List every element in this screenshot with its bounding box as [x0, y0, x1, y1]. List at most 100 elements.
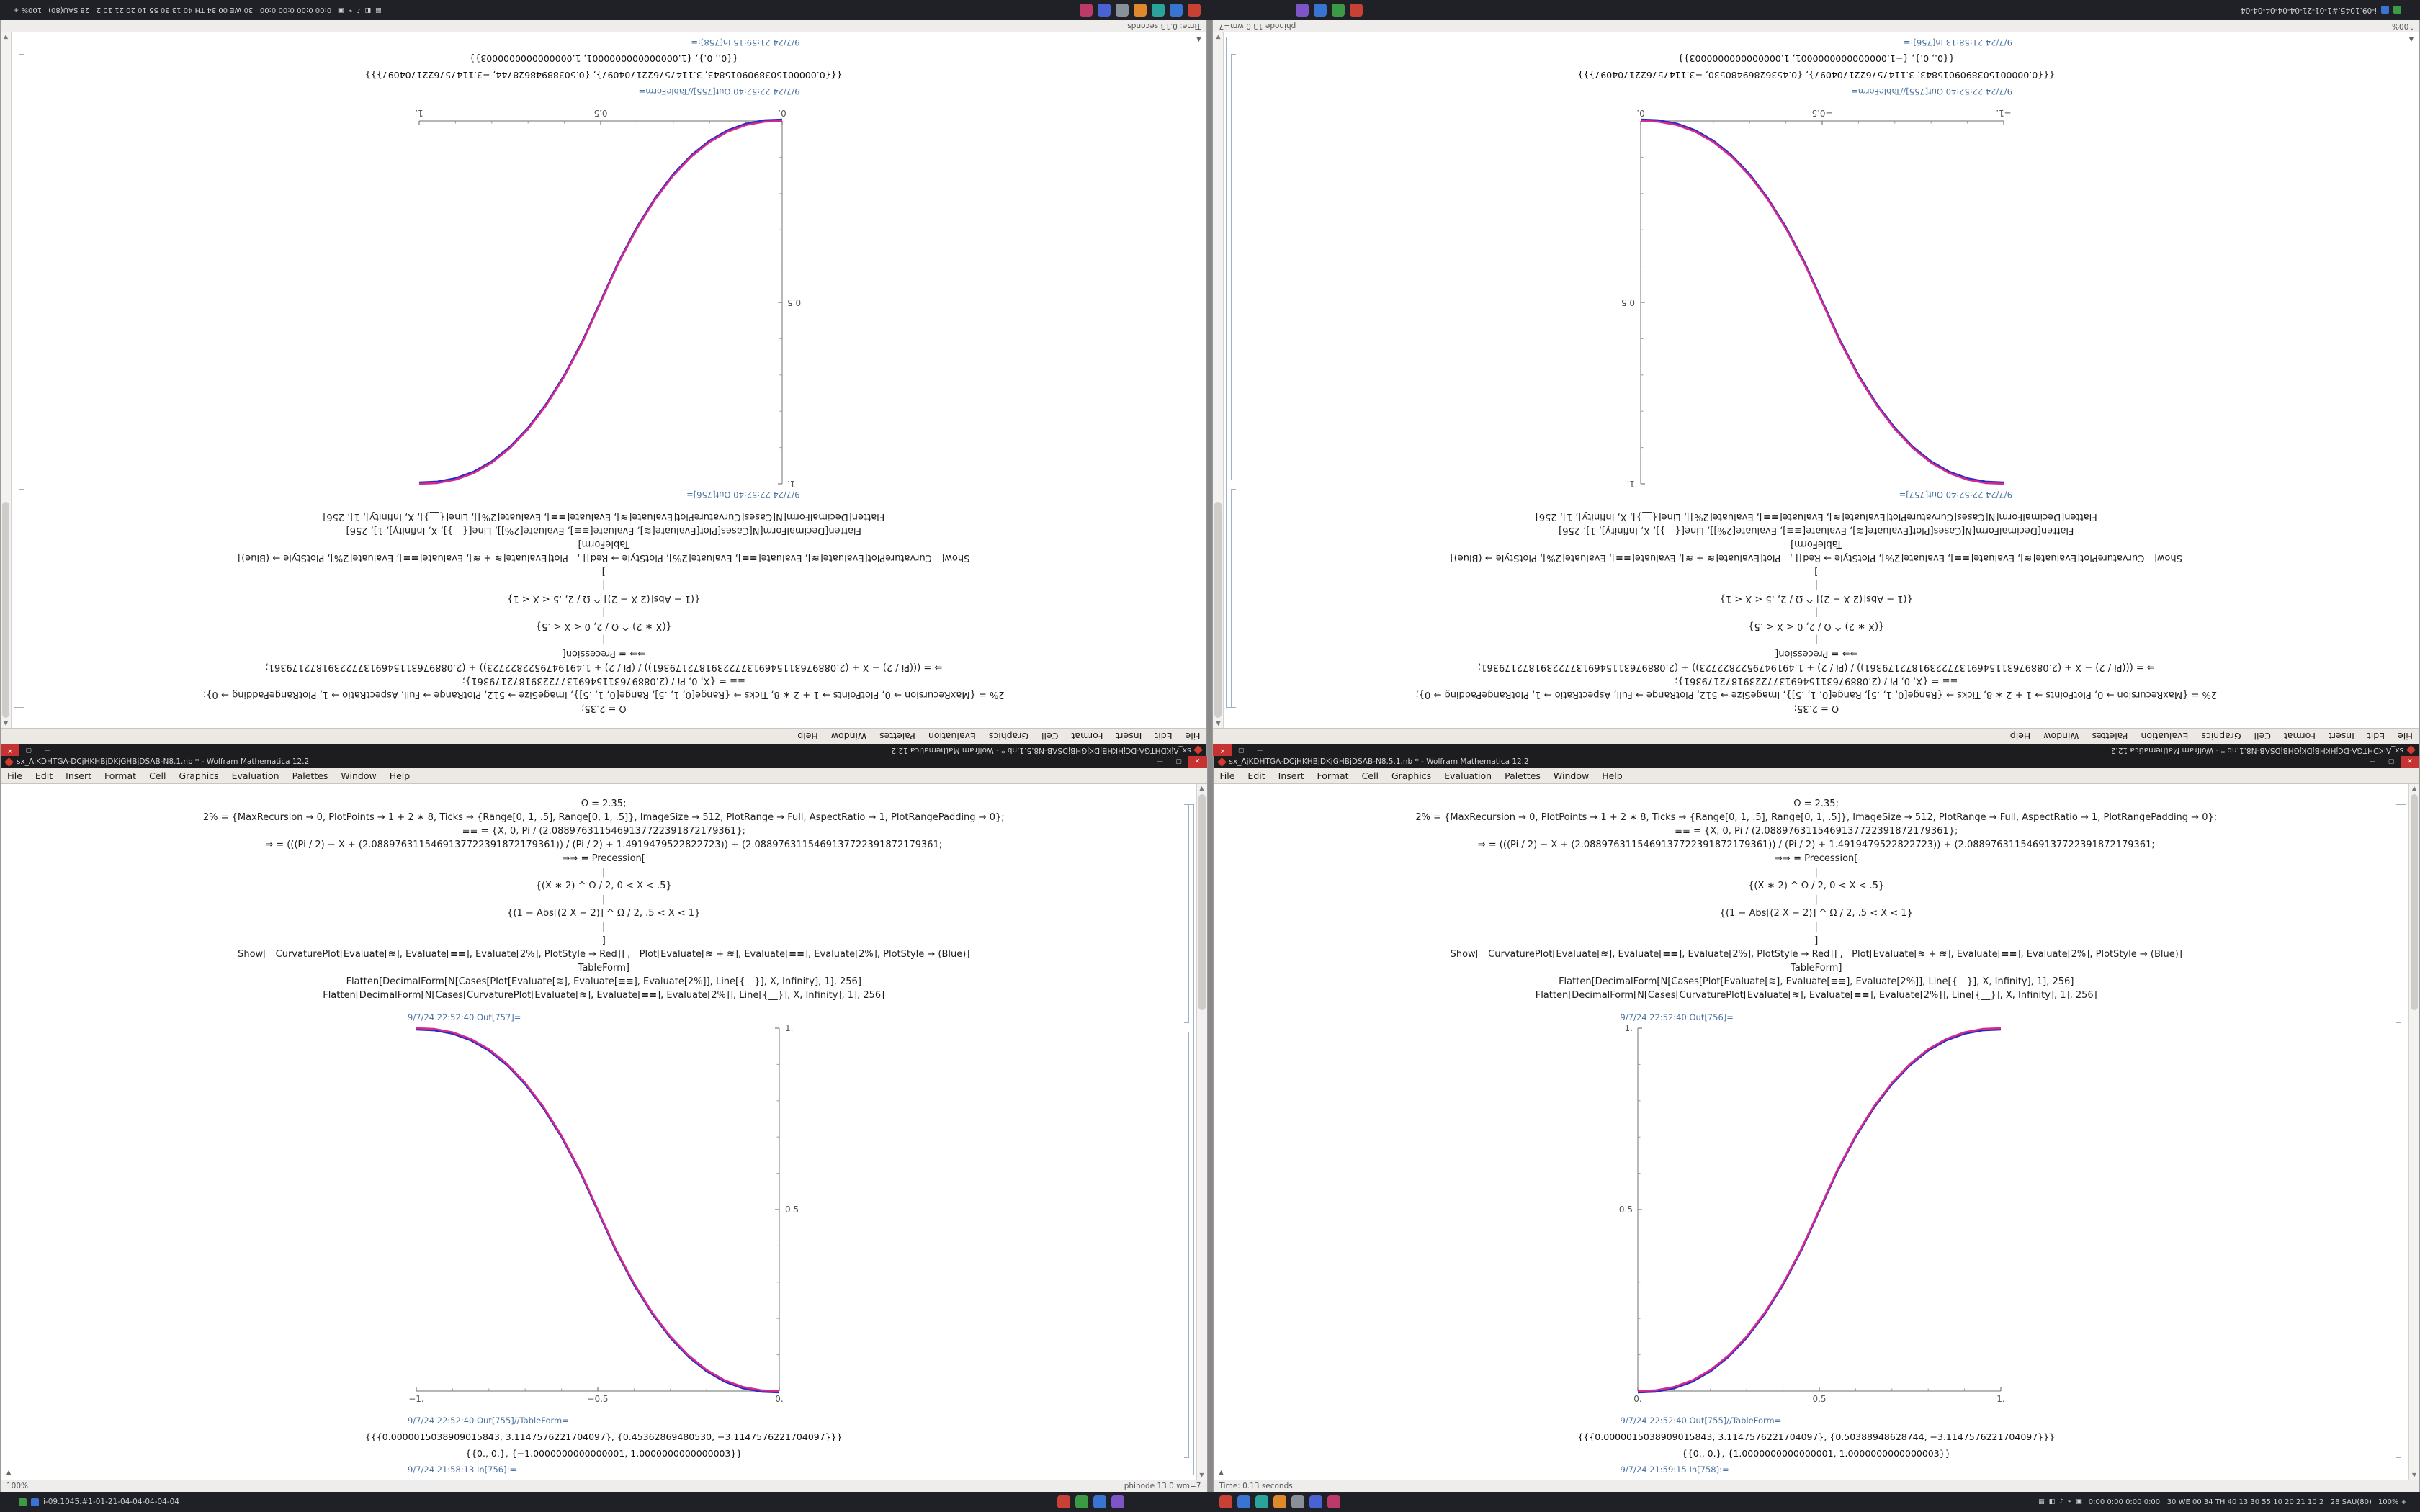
app-icon[interactable]	[1080, 4, 1093, 17]
app-icon[interactable]	[1170, 4, 1183, 17]
menu-item[interactable]: Format	[1317, 770, 1349, 781]
code-line[interactable]: ⇒⇒ = Precession[	[1775, 853, 1858, 864]
code-line[interactable]: ⇒ = (((Pi / 2) − X + (2.0889763115469137…	[265, 662, 943, 672]
code-line[interactable]: |	[602, 867, 606, 878]
code-line[interactable]: Flatten[DecimalForm[N[Cases[Plot[Evaluat…	[1559, 976, 2074, 987]
cell-bracket-group[interactable]	[14, 37, 19, 708]
vertical-scrollbar[interactable]: ▲ ▼	[1196, 784, 1207, 1480]
menu-item[interactable]: Window	[1553, 770, 1590, 781]
tray-icon[interactable]: ▦	[375, 6, 382, 14]
code-line[interactable]: Ω = 2.35;	[1793, 703, 1839, 714]
menu-item[interactable]: Format	[2283, 731, 2316, 742]
cell-bracket-input[interactable]	[19, 489, 24, 708]
menu-item[interactable]: Evaluation	[231, 770, 279, 781]
code-line[interactable]: Flatten[DecimalForm[N[Cases[CurvaturePlo…	[1535, 990, 2097, 1001]
code-line[interactable]: ⇒⇒ = Precession[	[562, 853, 645, 864]
minimize-button[interactable]: —	[2369, 758, 2376, 765]
tray-icon[interactable]: ▣	[338, 6, 344, 14]
menu-item[interactable]: Cell	[1041, 731, 1059, 742]
code-line[interactable]: |	[1814, 867, 1818, 878]
input-cell[interactable]: Ω = 2.35; 2% = {MaxRecursion → 0, PlotPoi…	[1, 510, 1207, 715]
code-line[interactable]: ≡≡ = {X, 0, Pi / (2.08897631154691377223…	[462, 826, 745, 837]
code-line[interactable]: Show[ CurvaturePlot[Evaluate[≋], Evaluat…	[1450, 552, 2182, 563]
code-line[interactable]: {(1 − Abs[(2 X − 2)] ^ Ω / 2, .5 < X < 1…	[1719, 593, 1913, 604]
code-line[interactable]: ]	[1814, 935, 1819, 946]
input-cell[interactable]: Ω = 2.35; 2% = {MaxRecursion → 0, PlotPoi…	[1214, 797, 2420, 1002]
app-icon[interactable]	[1314, 4, 1327, 17]
tray-icon[interactable]: ♪	[357, 6, 361, 14]
menu-item[interactable]: Palettes	[879, 731, 915, 742]
window-titlebar[interactable]: sx_AjKDHTGA-DCjHKHBjDKjGHBjDSAB-N8.1.nb …	[1213, 744, 2419, 756]
menu-item[interactable]: Cell	[1361, 770, 1379, 781]
menu-item[interactable]: Help	[1602, 770, 1623, 781]
code-line[interactable]: 2% = {MaxRecursion → 0, PlotPoints → 1 +…	[1415, 812, 2218, 823]
menu-item[interactable]: Cell	[2254, 731, 2271, 742]
scroll-down-arrow[interactable]: ▼	[2411, 1472, 2417, 1478]
menu-item[interactable]: Edit	[2367, 731, 2385, 742]
code-line[interactable]: ⇒ = (((Pi / 2) − X + (2.0889763115469137…	[265, 840, 943, 850]
tray-icon[interactable]: ♪	[2059, 1498, 2063, 1506]
scroll-up-arrow[interactable]: ▲	[2411, 785, 2417, 791]
app-icon[interactable]	[1111, 1495, 1124, 1508]
menu-item[interactable]: Palettes	[1505, 770, 1541, 781]
menu-item[interactable]: Evaluation	[1444, 770, 1492, 781]
code-line[interactable]: |	[1814, 634, 1818, 645]
code-line[interactable]: ]	[1814, 566, 1819, 577]
menu-item[interactable]: Graphics	[2201, 731, 2241, 742]
app-icon[interactable]	[1152, 4, 1165, 17]
menu-item[interactable]: Help	[2009, 731, 2031, 742]
code-line[interactable]: Ω = 2.35;	[1793, 798, 1839, 809]
vertical-scrollbar[interactable]: ▲ ▼	[2408, 784, 2419, 1480]
code-line[interactable]: ⇒ = (((Pi / 2) − X + (2.0889763115469137…	[1477, 662, 2155, 672]
scrollbar-thumb[interactable]	[1214, 502, 1222, 718]
code-line[interactable]: Flatten[DecimalForm[N[Cases[CurvaturePlo…	[323, 990, 885, 1001]
menu-item[interactable]: Window	[830, 731, 867, 742]
menu-item[interactable]: File	[7, 770, 22, 781]
cell-bracket-output[interactable]	[1231, 54, 1237, 480]
app-icon[interactable]	[1255, 1495, 1268, 1508]
code-line[interactable]: Flatten[DecimalForm[N[Cases[Plot[Evaluat…	[1559, 525, 2074, 536]
tray-icon[interactable]: ⌁	[348, 6, 353, 14]
code-line[interactable]: TableForm]	[578, 963, 629, 973]
magnification-control[interactable]: 100%	[2391, 22, 2414, 30]
menu-item[interactable]: Cell	[149, 770, 166, 781]
menu-item[interactable]: File	[1185, 731, 1201, 742]
minimize-button[interactable]: —	[1257, 747, 1263, 754]
app-icon[interactable]	[1098, 4, 1111, 17]
code-line[interactable]: Flatten[DecimalForm[N[Cases[Plot[Evaluat…	[346, 976, 861, 987]
app-icon[interactable]	[1219, 1495, 1232, 1508]
code-line[interactable]: Flatten[DecimalForm[N[Cases[CurvaturePlo…	[1535, 511, 2097, 522]
code-line[interactable]: |	[1814, 894, 1818, 905]
menu-item[interactable]: Graphics	[1391, 770, 1432, 781]
app-icon[interactable]	[1116, 4, 1129, 17]
menu-item[interactable]: Help	[389, 770, 411, 781]
code-line[interactable]: Flatten[DecimalForm[N[Cases[Plot[Evaluat…	[346, 525, 861, 536]
menu-item[interactable]: Evaluation	[928, 731, 976, 742]
code-line[interactable]: {(1 − Abs[(2 X − 2)] ^ Ω / 2, .5 < X < 1…	[507, 908, 701, 919]
menu-item[interactable]: File	[2398, 731, 2413, 742]
cell-bracket-output[interactable]	[1183, 1032, 1189, 1458]
maximize-button[interactable]: ▢	[25, 747, 32, 754]
app-icon[interactable]	[1309, 1495, 1322, 1508]
scroll-up-arrow[interactable]: ▲	[1199, 785, 1204, 791]
tray-icon[interactable]: ▣	[2076, 1498, 2082, 1506]
code-line[interactable]: |	[602, 922, 606, 932]
code-line[interactable]: {(X ∗ 2) ^ Ω / 2, 0 < X < .5}	[535, 621, 672, 631]
menu-item[interactable]: Palettes	[2092, 731, 2128, 742]
menu-item[interactable]: Insert	[1278, 770, 1304, 781]
code-line[interactable]: TableForm]	[578, 539, 629, 549]
menu-item[interactable]: Insert	[2329, 731, 2354, 742]
code-line[interactable]: |	[602, 634, 606, 645]
tray-clock-text[interactable]: 0:00 0:00 0:00 0:00 30 WE 00 34 TH 40 13…	[48, 6, 332, 14]
code-line[interactable]: TableForm]	[1791, 963, 1842, 973]
menu-item[interactable]: Evaluation	[2141, 731, 2189, 742]
code-line[interactable]: {(X ∗ 2) ^ Ω / 2, 0 < X < .5}	[535, 881, 672, 891]
window-titlebar[interactable]: sx_AjKDHTGA-DCjHKHBjDKjGHBjDSAB-N8.5.1.n…	[1, 744, 1207, 756]
code-line[interactable]: TableForm]	[1791, 539, 1842, 549]
menu-item[interactable]: Graphics	[179, 770, 219, 781]
code-line[interactable]: Ω = 2.35;	[581, 703, 627, 714]
close-button[interactable]: ✕	[1213, 744, 1232, 756]
minimize-button[interactable]: —	[44, 747, 51, 754]
code-line[interactable]: |	[1814, 607, 1818, 618]
code-line[interactable]: {(1 − Abs[(2 X − 2)] ^ Ω / 2, .5 < X < 1…	[1719, 908, 1913, 919]
